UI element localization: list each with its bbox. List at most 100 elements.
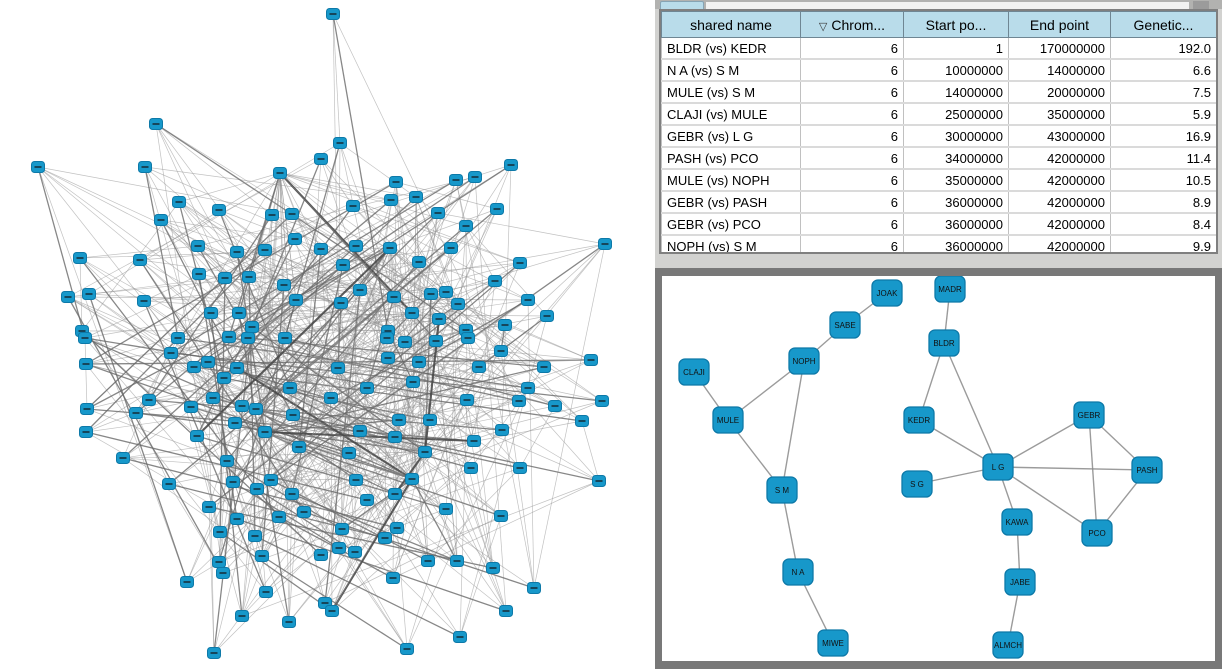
network-node[interactable]: [386, 572, 400, 584]
network-node[interactable]: [230, 362, 244, 374]
network-node[interactable]: [241, 332, 255, 344]
network-node[interactable]: [230, 513, 244, 525]
network-node-sabe[interactable]: SABE: [829, 311, 861, 339]
cell-value[interactable]: 6: [800, 102, 904, 126]
network-node-jabe[interactable]: JABE: [1004, 568, 1036, 596]
network-node[interactable]: [162, 478, 176, 490]
network-node[interactable]: [217, 372, 231, 384]
network-node[interactable]: [378, 532, 392, 544]
network-node[interactable]: [431, 207, 445, 219]
network-node[interactable]: [453, 631, 467, 643]
table-row[interactable]: GEBR (vs) PCO 6 36000000 42000000 8.4: [661, 212, 1216, 236]
network-node[interactable]: [314, 243, 328, 255]
cell-value[interactable]: 6: [800, 190, 904, 214]
network-node[interactable]: [283, 382, 297, 394]
network-node[interactable]: [297, 506, 311, 518]
cell-value[interactable]: 35000000: [1008, 102, 1111, 126]
network-node[interactable]: [264, 474, 278, 486]
network-node[interactable]: [405, 307, 419, 319]
cell-shared-name[interactable]: N A (vs) S M: [661, 58, 801, 82]
network-node[interactable]: [242, 271, 256, 283]
network-node[interactable]: [61, 291, 75, 303]
network-node[interactable]: [439, 286, 453, 298]
cell-value[interactable]: 14000000: [903, 80, 1009, 104]
cell-shared-name[interactable]: MULE (vs) NOPH: [661, 168, 801, 192]
network-node[interactable]: [31, 161, 45, 173]
network-node-madr[interactable]: MADR: [934, 276, 966, 303]
network-node[interactable]: [412, 356, 426, 368]
network-node[interactable]: [78, 332, 92, 344]
network-node[interactable]: [381, 352, 395, 364]
network-node[interactable]: [259, 586, 273, 598]
network-node[interactable]: [334, 297, 348, 309]
network-node[interactable]: [495, 424, 509, 436]
network-node[interactable]: [73, 252, 87, 264]
network-node[interactable]: [226, 476, 240, 488]
cell-value[interactable]: 192.0: [1110, 37, 1216, 60]
cell-value[interactable]: 9.9: [1110, 234, 1216, 252]
network-node[interactable]: [595, 395, 609, 407]
network-node[interactable]: [360, 382, 374, 394]
network-node[interactable]: [504, 159, 518, 171]
network-node[interactable]: [212, 556, 226, 568]
network-node[interactable]: [216, 567, 230, 579]
column-header-startpo[interactable]: Start po...: [903, 11, 1009, 38]
network-node[interactable]: [273, 167, 287, 179]
network-node[interactable]: [286, 409, 300, 421]
network-node[interactable]: [249, 403, 263, 415]
network-node[interactable]: [384, 194, 398, 206]
network-node[interactable]: [575, 415, 589, 427]
network-node[interactable]: [342, 447, 356, 459]
cell-value[interactable]: 6.6: [1110, 58, 1216, 82]
network-node[interactable]: [461, 332, 475, 344]
network-node[interactable]: [129, 407, 143, 419]
network-node[interactable]: [172, 196, 186, 208]
network-node[interactable]: [418, 446, 432, 458]
network-node[interactable]: [277, 279, 291, 291]
network-node[interactable]: [513, 257, 527, 269]
network-node-joak[interactable]: JOAK: [871, 279, 903, 307]
network-node[interactable]: [180, 576, 194, 588]
cell-value[interactable]: 42000000: [1008, 212, 1111, 236]
network-node[interactable]: [204, 307, 218, 319]
network-node[interactable]: [142, 394, 156, 406]
network-node-pco[interactable]: PCO: [1081, 519, 1113, 547]
network-node[interactable]: [245, 321, 259, 333]
cell-value[interactable]: 35000000: [903, 168, 1009, 192]
network-node[interactable]: [499, 605, 513, 617]
network-node[interactable]: [235, 400, 249, 412]
network-node-lg[interactable]: L G: [982, 453, 1014, 481]
network-node[interactable]: [392, 414, 406, 426]
cell-value[interactable]: 42000000: [1008, 234, 1111, 252]
network-node[interactable]: [265, 209, 279, 221]
network-node-sg[interactable]: S G: [901, 470, 933, 498]
network-node[interactable]: [292, 441, 306, 453]
network-node[interactable]: [333, 137, 347, 149]
network-node[interactable]: [191, 240, 205, 252]
network-node[interactable]: [467, 435, 481, 447]
network-node[interactable]: [388, 488, 402, 500]
network-node[interactable]: [192, 268, 206, 280]
network-node[interactable]: [336, 259, 350, 271]
network-node[interactable]: [285, 208, 299, 220]
cell-value[interactable]: 6: [800, 80, 904, 104]
table-scrollbar-thumb[interactable]: [1193, 1, 1209, 9]
cell-value[interactable]: 25000000: [903, 102, 1009, 126]
network-node[interactable]: [584, 354, 598, 366]
network-node[interactable]: [207, 647, 221, 659]
network-node[interactable]: [423, 414, 437, 426]
network-node[interactable]: [250, 483, 264, 495]
network-node[interactable]: [598, 238, 612, 250]
network-node[interactable]: [258, 244, 272, 256]
network-node[interactable]: [464, 462, 478, 474]
network-node[interactable]: [449, 174, 463, 186]
network-node[interactable]: [512, 395, 526, 407]
network-node[interactable]: [288, 233, 302, 245]
column-header-sharedname[interactable]: shared name: [661, 11, 801, 38]
cell-value[interactable]: 8.9: [1110, 190, 1216, 214]
cell-shared-name[interactable]: GEBR (vs) PCO: [661, 212, 801, 236]
network-node[interactable]: [521, 294, 535, 306]
network-node-noph[interactable]: NOPH: [788, 347, 820, 375]
network-node[interactable]: [498, 319, 512, 331]
network-node[interactable]: [513, 462, 527, 474]
